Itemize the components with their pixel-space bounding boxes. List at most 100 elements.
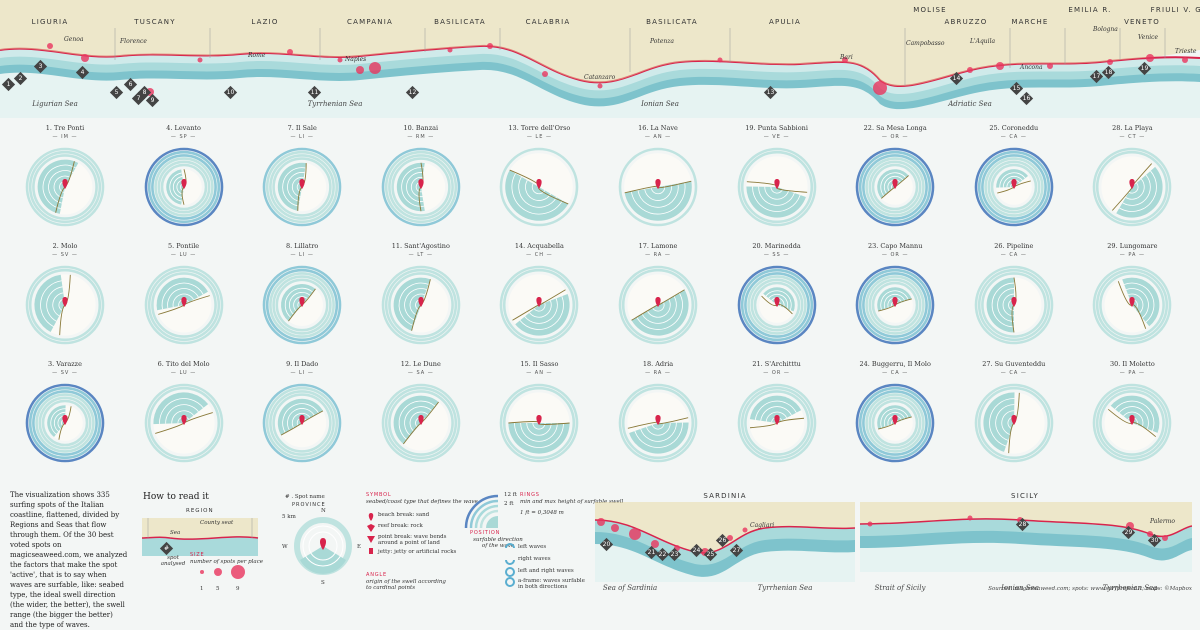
sicily-sea: Ionian Sea	[1001, 584, 1039, 592]
swell-ring	[503, 268, 576, 342]
spot-province: — OR —	[763, 370, 790, 376]
swell-ring	[621, 386, 695, 460]
spot-marker-pin	[773, 415, 780, 425]
wave-arc	[1002, 293, 1014, 317]
spot-marker-pin	[1011, 415, 1017, 425]
sources-credit: Sources: magicseaweed.com; spots: www.su…	[988, 586, 1192, 592]
swell-ring	[618, 147, 698, 227]
spot-card: 16. La Nave — AN —	[599, 120, 717, 236]
region-label: VENETO	[1124, 18, 1160, 26]
sardinia-city: Cagliari	[750, 522, 775, 529]
swell-ring	[266, 268, 339, 342]
legend-symbol-item: point break: wave bends around a point o…	[378, 534, 447, 546]
swell-sector	[983, 392, 1015, 452]
legend-spot-name: # . Spot name	[285, 494, 325, 500]
swell-ring	[859, 268, 932, 342]
spot-diagram	[737, 265, 816, 345]
city-label: Naples	[345, 56, 367, 63]
wave-arc	[770, 186, 783, 194]
city-label: Potenza	[650, 38, 674, 45]
wave-arc	[644, 184, 672, 201]
swell-ring	[500, 265, 579, 345]
swell-ring	[38, 396, 92, 450]
legend-position-label: POSITION	[470, 530, 501, 536]
swell-ring	[147, 268, 220, 342]
legend-rings-diagram	[464, 494, 499, 529]
spot-province: — LT —	[408, 252, 433, 258]
city-label: L'Aquila	[970, 38, 996, 45]
swell-ring	[871, 399, 919, 447]
wave-arc	[641, 295, 677, 324]
spot-name: 10. Banzai	[403, 124, 439, 132]
swell-ring	[974, 383, 1054, 463]
legend-scale: 5 km	[282, 514, 296, 520]
legend-rings-max: 12 ft	[504, 492, 517, 498]
spot-diagram	[25, 265, 105, 345]
spot-card: 27. Su Guventeddu — CA —	[955, 356, 1073, 472]
swell-ring	[740, 386, 813, 460]
swell-ring	[865, 275, 925, 335]
spot-name: 3. Varazze	[48, 360, 82, 368]
spot-province: — IM —	[52, 134, 78, 140]
wave-arc	[1125, 178, 1146, 200]
wave-arc	[409, 411, 429, 432]
legend-county-seat: County seat	[200, 520, 234, 526]
swell-ring	[28, 386, 102, 460]
sardinia-sea: Sea of Sardinia	[602, 584, 658, 592]
spot-marker-pin	[1129, 415, 1136, 425]
swell-ring	[35, 393, 95, 453]
swell-ring	[269, 272, 336, 338]
legend-angle-label: ANGLE	[366, 572, 387, 578]
swell-ring	[272, 157, 332, 217]
region-label: TUSCANY	[134, 18, 176, 26]
spot-card: 24. Buggerru, Il Molo — CA —	[836, 356, 954, 472]
wave-arc	[880, 172, 907, 197]
sea-label: Ligurian Sea	[32, 100, 78, 108]
spot-name: 20. Marinedda	[752, 242, 801, 250]
spot-name: 6. Tito del Molo	[157, 360, 210, 368]
legend-symbol-item: reef break: rock	[378, 523, 423, 529]
spot-marker: 23	[668, 548, 681, 561]
spot-province: — LI —	[290, 134, 314, 140]
spot-diagram	[855, 147, 935, 227]
region-label: BASILICATA	[434, 18, 486, 26]
spot-marker: 3	[34, 60, 47, 73]
spot-marker-pin	[655, 297, 661, 307]
wave-arc	[757, 186, 795, 206]
sardinia-title: SARDINIA	[703, 492, 747, 500]
compass-e: E	[357, 544, 362, 550]
spot-marker-pin	[62, 415, 68, 425]
spot-diagram	[381, 147, 461, 227]
wave-arc	[520, 296, 565, 330]
swell-ring	[272, 275, 332, 335]
spot-grid: 1. Tre Ponti — IM — 4. Levanto — SP — 7. Il …	[0, 120, 1200, 490]
spot-diagram	[144, 265, 223, 345]
spot-province: — LU —	[170, 252, 197, 258]
swell-ring	[862, 154, 929, 220]
swell-ring	[1093, 383, 1172, 463]
swell-ring	[381, 147, 461, 227]
wave-arc	[880, 408, 909, 429]
coastline-map	[0, 0, 1200, 118]
wave-arc	[650, 185, 666, 195]
swell-sector	[165, 169, 184, 205]
wave-arc	[630, 182, 686, 215]
spot-name: 4. Levanto	[166, 124, 201, 132]
spot-marker: 18	[1102, 66, 1115, 79]
spot-province: — VE —	[763, 134, 790, 140]
wave-arc	[401, 167, 424, 207]
wave-arc	[293, 296, 308, 312]
spot-name: 12. Le Dune	[400, 360, 441, 368]
spot-diagram	[1093, 383, 1172, 463]
swell-ring	[855, 147, 935, 227]
swell-ring	[28, 150, 102, 224]
swell-ring	[977, 268, 1050, 342]
wave-arc	[887, 415, 903, 426]
spot-province: — OR —	[881, 252, 909, 258]
spot-name: 7. Il Sale	[287, 124, 317, 132]
wave-arc	[398, 400, 436, 441]
wave-arc	[651, 422, 665, 430]
legend-rings-unit: 1 ft = 0,3048 m	[520, 510, 564, 516]
spot-card: 14. Acquabella — CH —	[480, 238, 598, 354]
wave-arc	[765, 290, 792, 311]
